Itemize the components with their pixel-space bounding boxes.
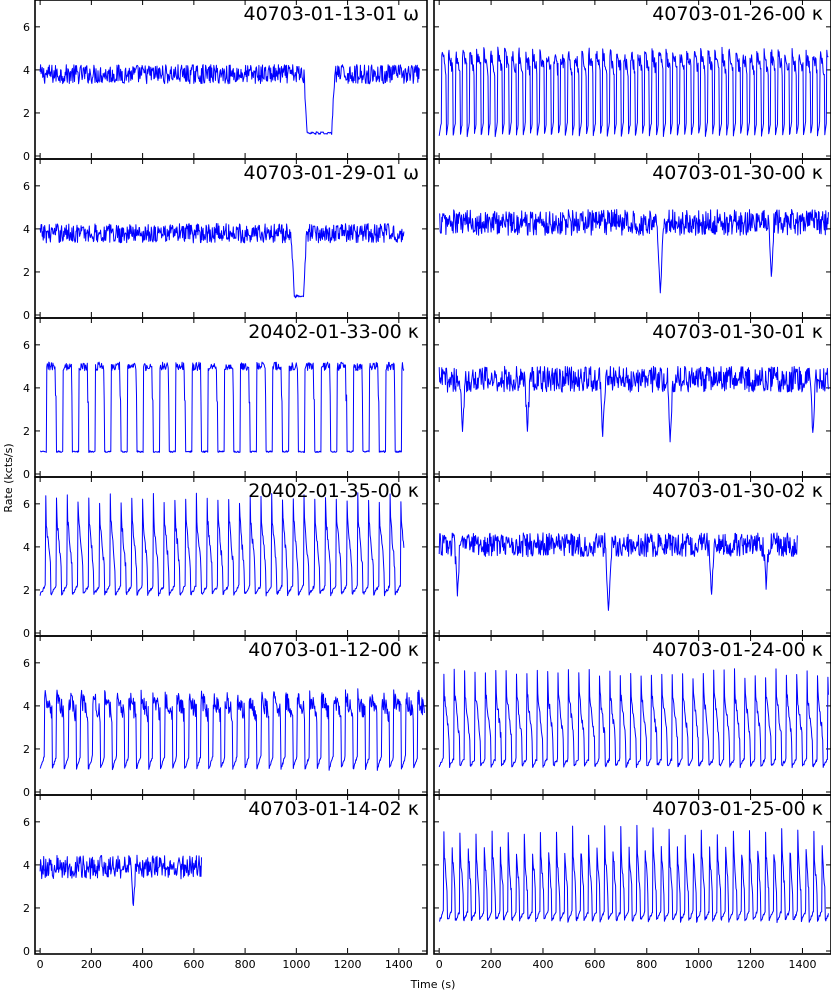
panel-title: 40703-01-30-00 κ <box>652 162 823 184</box>
panel: 0 2 4 6 0 200 400 600 800 1000 1200 1400 40703-01-14… <box>23 794 428 971</box>
x-tick-label: 1200 <box>737 958 765 971</box>
x-tick-label: 600 <box>584 958 605 971</box>
y-tick-label: 2 <box>23 266 30 279</box>
panel-title: 20402-01-35-00 κ <box>248 480 419 502</box>
y-tick-label: 0 <box>23 627 30 640</box>
y-tick-label: 4 <box>23 223 30 236</box>
panel-title: 40703-01-12-00 κ <box>248 639 419 661</box>
y-tick-label: 6 <box>23 816 30 829</box>
series-line <box>438 532 798 611</box>
x-tick-label: 200 <box>481 958 502 971</box>
y-tick-label: 0 <box>23 150 30 163</box>
panel-frame <box>433 794 831 955</box>
x-tick-label: 400 <box>532 958 553 971</box>
y-tick-label: 0 <box>23 786 30 799</box>
panel: 0 2 4 6 20402-01-35-00 κ <box>23 476 428 640</box>
series-line <box>39 492 405 597</box>
x-tick-label: 400 <box>132 958 153 971</box>
series-line <box>439 824 829 923</box>
panel-title: 40703-01-25-00 κ <box>652 798 823 820</box>
x-tick-label: 0 <box>436 958 443 971</box>
panel: 0 2 4 6 40703-01-29-01 ω <box>23 158 428 322</box>
y-tick-label: 2 <box>23 902 30 915</box>
panel-title: 40703-01-30-02 κ <box>652 480 823 502</box>
panel-title: 20402-01-33-00 κ <box>248 321 419 343</box>
y-tick-label: 6 <box>23 21 30 34</box>
panel-grid: 0 2 4 6 40703-01-13-01 ω 40703-01-26-00 κ 0 2 4 6… <box>23 0 831 971</box>
panel-title: 40703-01-30-01 κ <box>652 321 823 343</box>
series-line <box>39 64 420 135</box>
y-tick-label: 6 <box>23 339 30 352</box>
y-tick-label: 0 <box>23 309 30 322</box>
panel: 40703-01-30-01 κ <box>433 317 831 478</box>
x-tick-label: 1000 <box>685 958 713 971</box>
y-axis-label: Rate (kcts/s) <box>2 443 15 512</box>
panel: 0 2 4 6 40703-01-12-00 κ <box>23 635 428 799</box>
series-line <box>438 46 829 138</box>
panel-frame <box>34 794 428 955</box>
x-axis-label: Time (s) <box>410 978 456 991</box>
x-tick-label: 600 <box>183 958 204 971</box>
series-line <box>39 854 202 906</box>
panel: 0 2 4 6 40703-01-13-01 ω <box>23 0 428 163</box>
series-line <box>39 688 425 771</box>
y-tick-label: 4 <box>23 382 30 395</box>
panel: 40703-01-30-02 κ <box>433 476 831 637</box>
y-tick-label: 4 <box>23 700 30 713</box>
panel-title: 40703-01-24-00 κ <box>652 639 823 661</box>
panel: 40703-01-24-00 κ <box>433 635 831 796</box>
x-tick-label: 1400 <box>788 958 816 971</box>
x-tick-label: 1000 <box>282 958 310 971</box>
y-tick-label: 2 <box>23 425 30 438</box>
panel: 40703-01-30-00 κ <box>433 158 831 319</box>
series-line <box>40 361 405 453</box>
y-tick-label: 2 <box>23 584 30 597</box>
panel-title: 40703-01-13-01 ω <box>244 3 420 25</box>
y-tick-label: 4 <box>23 64 30 77</box>
x-tick-label: 800 <box>235 958 256 971</box>
y-tick-label: 4 <box>23 859 30 872</box>
y-tick-label: 2 <box>23 743 30 756</box>
y-tick-label: 4 <box>23 541 30 554</box>
y-tick-label: 0 <box>23 468 30 481</box>
y-tick-label: 6 <box>23 180 30 193</box>
panel: 0 200 400 600 800 1000 1200 1400 40703-01-25-00 … <box>433 794 831 971</box>
panel: 40703-01-26-00 κ <box>433 0 831 160</box>
series-line <box>438 668 829 769</box>
y-tick-label: 6 <box>23 657 30 670</box>
x-tick-label: 800 <box>636 958 657 971</box>
panel: 0 2 4 6 20402-01-33-00 κ <box>23 317 428 481</box>
panel-title: 40703-01-29-01 ω <box>244 162 420 184</box>
panel-title: 40703-01-26-00 κ <box>652 3 823 25</box>
y-tick-label: 6 <box>23 498 30 511</box>
y-tick-label: 2 <box>23 107 30 120</box>
series-line <box>438 365 829 443</box>
panel-title: 40703-01-14-02 κ <box>248 798 419 820</box>
y-tick-label: 0 <box>23 945 30 958</box>
series-line <box>439 209 829 294</box>
x-tick-label: 200 <box>81 958 102 971</box>
x-tick-label: 1200 <box>334 958 362 971</box>
x-tick-label: 1400 <box>385 958 413 971</box>
x-tick-label: 0 <box>37 958 44 971</box>
series-line <box>39 223 405 299</box>
